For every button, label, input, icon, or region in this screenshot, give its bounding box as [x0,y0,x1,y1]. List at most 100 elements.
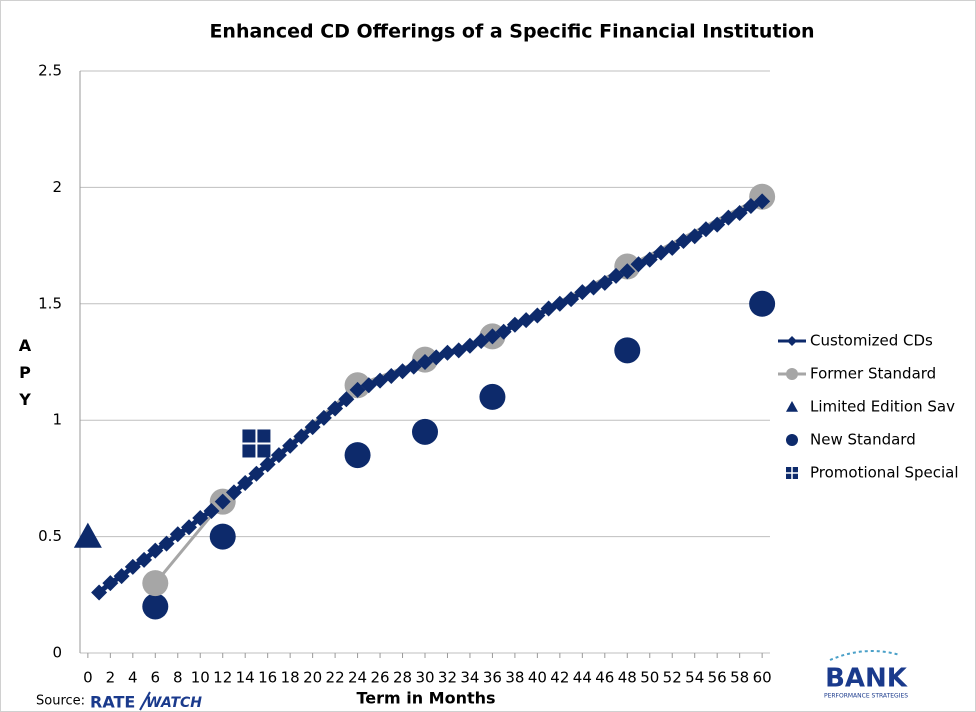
legend-label: Former Standard [810,365,936,383]
data-point [214,493,231,510]
data-point [412,418,438,445]
data-point [282,437,299,454]
y-axis-label: APY [16,336,35,417]
data-point [142,570,169,597]
data-point [641,251,658,268]
x-tick-label: 58 [730,669,749,687]
x-tick-label: 52 [663,669,682,687]
data-point [614,337,641,364]
chart-title: Enhanced CD Offerings of a Specific Fina… [209,21,814,43]
x-tick-label: 8 [173,669,183,687]
x-tick-label: 10 [191,669,210,687]
legend-label: Customized CDs [810,332,933,350]
data-point [596,274,613,291]
data-point [113,568,130,585]
brand-logo: BANK [825,664,908,694]
logo-slash [139,691,151,711]
data-point [181,519,198,536]
x-tick-label: 20 [303,669,322,687]
x-tick-label: 40 [528,669,547,687]
x-tick-label: 4 [128,669,138,687]
data-point [248,465,265,482]
x-tick-label: 36 [483,669,502,687]
legend-label: Promotional Special [810,464,959,482]
data-point [142,593,169,620]
data-point [270,447,287,464]
data-point [158,535,175,552]
data-point [709,216,726,233]
y-tick-label: 2.5 [38,62,62,80]
data-point [91,584,108,601]
x-tick-label: 18 [281,669,300,687]
x-tick-label: 22 [326,669,345,687]
legend-label: Limited Edition Sav [810,398,955,416]
data-point [754,193,771,210]
data-point [315,409,332,426]
data-point [293,428,310,445]
x-tick-label: 2 [106,669,116,687]
data-point [209,523,236,550]
brand-sub: PERFORMANCE STRATEGIES [824,693,908,700]
data-point [619,263,636,280]
x-tick-label: 26 [371,669,390,687]
y-tick-label: 1.5 [38,294,62,312]
legend-marker [786,368,798,380]
y-tick-label: 0.5 [38,527,62,545]
y-tick-label: 1 [52,411,62,429]
data-point [338,391,355,408]
x-tick-label: 56 [708,669,727,687]
source-logo-b: WATCH [146,695,202,711]
data-point [439,344,456,361]
x-tick-label: 30 [415,669,434,687]
x-tick-label: 60 [753,669,772,687]
data-point [124,558,141,575]
x-tick-label: 50 [640,669,659,687]
legend-label: New Standard [810,431,916,449]
x-tick-label: 14 [236,669,255,687]
source-label: Source: [36,694,85,709]
x-tick-label: 16 [258,669,277,687]
x-tick-label: 0 [83,669,93,687]
x-tick-label: 24 [348,669,367,687]
data-point [495,323,512,340]
data-point [136,551,153,568]
data-point [73,522,102,548]
data-point [563,291,580,308]
data-point [102,575,119,592]
data-point [686,228,703,245]
data-point [147,542,164,559]
data-point [731,205,748,222]
x-tick-label: 46 [595,669,614,687]
data-point [203,502,220,519]
x-tick-label: 12 [213,669,232,687]
data-point [749,290,776,317]
x-tick-label: 38 [505,669,524,687]
data-point [327,400,344,417]
x-tick-label: 6 [151,669,161,687]
x-tick-label: 54 [685,669,704,687]
legend-marker [786,467,798,479]
data-point [242,429,271,458]
logo-swoosh [829,650,901,661]
x-tick-label: 32 [438,669,457,687]
data-point [529,307,546,324]
x-tick-label: 48 [618,669,637,687]
data-point [192,509,209,526]
legend-marker [786,434,798,446]
data-point [259,456,276,473]
x-tick-label: 44 [573,669,592,687]
data-point [225,484,242,501]
x-tick-label: 34 [460,669,479,687]
legend-marker [787,336,797,346]
data-point [237,475,254,492]
data-point [304,419,321,436]
data-point [479,383,506,410]
y-tick-label: 2 [52,178,62,196]
y-tick-label: 0 [52,644,62,662]
legend-marker [786,401,798,412]
data-point [169,526,186,543]
x-tick-label: 42 [550,669,569,687]
source-logo-a: RATE [90,693,135,712]
